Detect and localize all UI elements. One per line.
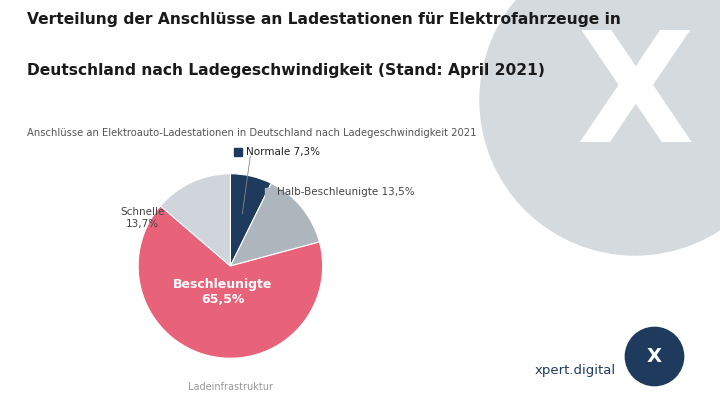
Text: Normale 7,3%: Normale 7,3% xyxy=(246,147,320,157)
Text: xpert.digital: xpert.digital xyxy=(534,364,616,377)
Wedge shape xyxy=(230,183,320,266)
Wedge shape xyxy=(230,174,271,266)
Text: Ladeinfrastruktur: Ladeinfrastruktur xyxy=(188,382,273,392)
Text: Verteilung der Anschlüsse an Ladestationen für Elektrofahrzeuge in: Verteilung der Anschlüsse an Ladestation… xyxy=(27,12,621,27)
Text: Anschlüsse an Elektroauto-Ladestationen in Deutschland nach Ladegeschwindigkeit : Anschlüsse an Elektroauto-Ladestationen … xyxy=(27,128,477,138)
Text: Schnelle
13,7%: Schnelle 13,7% xyxy=(120,207,165,229)
Text: X: X xyxy=(576,26,694,175)
Circle shape xyxy=(626,327,683,386)
Text: X: X xyxy=(647,347,662,366)
Text: Halb-Beschleunigte 13,5%: Halb-Beschleunigte 13,5% xyxy=(276,187,414,197)
Text: Deutschland nach Ladegeschwindigkeit (Stand: April 2021): Deutschland nach Ladegeschwindigkeit (St… xyxy=(27,63,545,78)
Text: Beschleunigte
65,5%: Beschleunigte 65,5% xyxy=(174,278,273,306)
Wedge shape xyxy=(138,206,323,358)
Wedge shape xyxy=(161,174,230,266)
Circle shape xyxy=(480,0,720,255)
